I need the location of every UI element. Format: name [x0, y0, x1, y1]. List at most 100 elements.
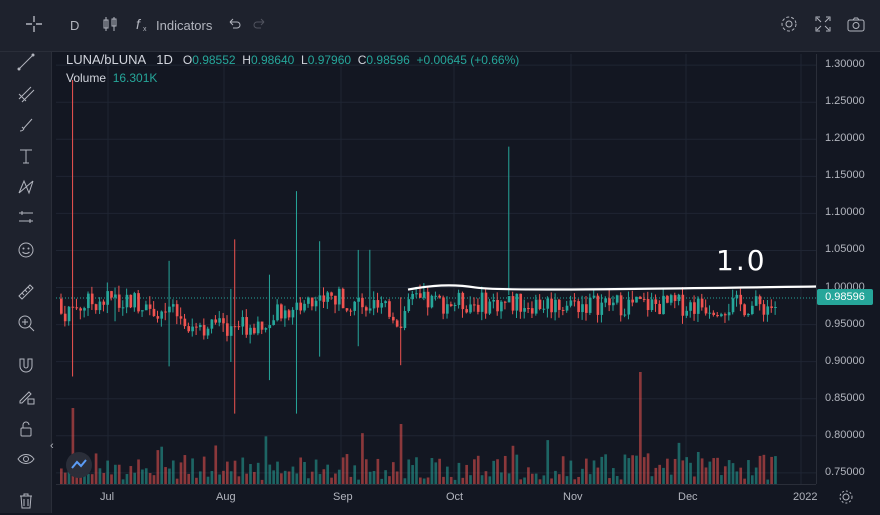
candle-body: [337, 288, 341, 305]
redo-icon[interactable]: [252, 14, 268, 38]
volume-bar: [241, 457, 245, 484]
candle-body: [314, 300, 318, 307]
price-tick: 0.90000: [825, 354, 865, 367]
volume-bar: [114, 464, 117, 484]
price-tick: 0.95000: [825, 317, 865, 330]
trend-line-icon[interactable]: [16, 52, 36, 72]
pattern-tool-icon[interactable]: [16, 177, 36, 197]
candle-body: [527, 308, 530, 310]
candle-body: [662, 295, 665, 315]
candles-icon[interactable]: [102, 14, 118, 38]
volume-bar: [681, 460, 685, 484]
camera-icon[interactable]: [846, 14, 866, 38]
volume-bar: [129, 466, 133, 484]
volume-bar: [214, 445, 218, 484]
lock-icon[interactable]: [16, 419, 36, 439]
undo-icon[interactable]: [226, 14, 242, 38]
gear-icon[interactable]: [780, 14, 798, 38]
candle-body: [87, 293, 90, 309]
candle-body: [704, 307, 708, 314]
candle-body: [195, 326, 198, 328]
fullscreen-icon[interactable]: [814, 14, 832, 38]
candle-body: [148, 304, 152, 309]
open-key: O: [182, 53, 193, 67]
candle-body: [361, 297, 364, 308]
brush-icon[interactable]: [16, 115, 36, 135]
volume-bar: [380, 478, 384, 484]
candle-body: [187, 326, 191, 332]
ruler-icon[interactable]: [16, 282, 36, 302]
volume-bar: [523, 477, 526, 484]
candle-body: [731, 298, 735, 313]
symbol-label[interactable]: LUNA/bLUNA: [66, 52, 147, 67]
candle-body: [299, 302, 302, 311]
candle-body: [735, 294, 739, 299]
candle-body: [168, 306, 171, 313]
candle-body: [264, 328, 268, 330]
candle-body: [310, 297, 314, 307]
candle-body: [581, 304, 584, 313]
candle-body: [183, 318, 187, 327]
volume-bar: [144, 468, 148, 484]
candle-body: [276, 304, 279, 321]
volume-bar: [299, 457, 302, 484]
chart-settings-icon[interactable]: [838, 489, 854, 505]
volume-bar: [642, 457, 646, 484]
volume-bar: [704, 467, 708, 484]
candle-body: [202, 325, 206, 336]
collapse-arrow-icon[interactable]: ‹: [50, 440, 54, 452]
candle-body: [395, 320, 399, 327]
candle-body: [565, 305, 569, 311]
lock-pencil-icon[interactable]: [16, 386, 36, 406]
volume-bar: [141, 469, 144, 484]
crosshair-icon[interactable]: [24, 14, 44, 38]
candle-body: [430, 295, 434, 308]
candle-body: [639, 296, 642, 299]
magnet-icon[interactable]: [16, 355, 36, 375]
candle-body: [554, 299, 557, 313]
volume-bar: [673, 458, 677, 484]
prediction-tool-icon[interactable]: [16, 207, 36, 227]
candle-body: [322, 295, 326, 302]
candle-body: [179, 316, 183, 319]
volume-bar: [206, 476, 210, 484]
candle-body: [673, 295, 677, 302]
candle-body: [538, 299, 542, 310]
candle-body: [303, 303, 306, 311]
candle-body: [415, 293, 418, 295]
time-tick: Oct: [446, 491, 464, 503]
candle-body: [291, 309, 295, 318]
smiley-icon[interactable]: [16, 240, 36, 260]
zoom-in-icon[interactable]: [16, 313, 36, 333]
candle-body: [129, 294, 133, 308]
volume-bar: [669, 474, 673, 484]
volume-bar: [87, 473, 90, 484]
price-axis[interactable]: 1.30000 1.25000 1.20000 1.15000 1.10000 1.050…: [816, 54, 880, 484]
candle-body: [110, 291, 113, 298]
indicators-button[interactable]: Indicators: [156, 18, 213, 33]
volume-bar: [527, 467, 530, 484]
text-tool-icon[interactable]: [16, 146, 36, 166]
candle-body: [465, 309, 468, 313]
candle-body: [511, 296, 515, 311]
interval-button[interactable]: D: [70, 18, 80, 33]
volume-bar: [195, 477, 198, 484]
volume-bar: [696, 451, 700, 484]
volume-bar: [272, 470, 275, 484]
price-chart[interactable]: [56, 54, 816, 484]
volume-bar: [476, 455, 480, 484]
candle-body: [750, 305, 754, 314]
candle-body: [766, 306, 770, 315]
time-axis[interactable]: Jul Aug Sep Oct Nov Dec 2022: [56, 484, 817, 513]
candle-body: [677, 294, 681, 302]
candle-body: [403, 311, 407, 328]
candle-body: [117, 294, 121, 308]
chart-legend: LUNA/bLUNA 1D O0.98552 H0.98640 L0.97960…: [66, 52, 519, 86]
fib-tool-icon[interactable]: [16, 84, 36, 104]
trash-icon[interactable]: [16, 490, 36, 510]
handwritten-annotation: 1.0: [716, 244, 767, 277]
eye-icon[interactable]: [16, 449, 36, 469]
volume-bar: [554, 470, 557, 484]
volume-bar: [210, 471, 214, 484]
